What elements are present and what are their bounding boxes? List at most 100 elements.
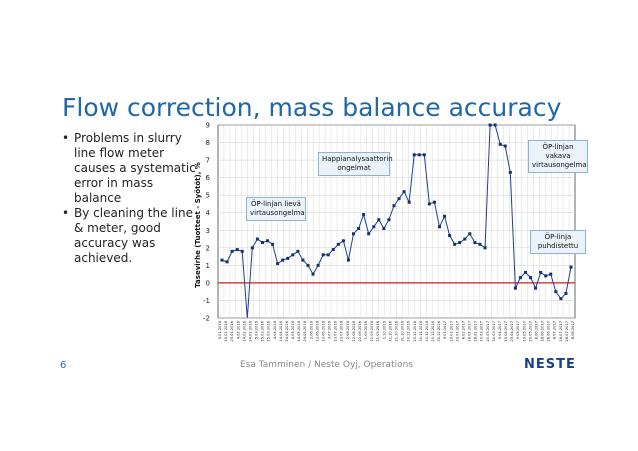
data-point: [488, 123, 492, 127]
data-point: [271, 242, 275, 246]
data-point: [478, 242, 482, 246]
y-tick-label: 9: [206, 122, 210, 130]
data-point: [336, 242, 340, 246]
data-point: [316, 263, 320, 267]
y-tick-label: 2: [206, 244, 210, 252]
x-tick-label: 22.08.2016: [358, 320, 362, 341]
x-tick-label: 20.11.2016: [413, 320, 417, 341]
data-point: [422, 153, 426, 157]
x-tick-label: 11.09.2016: [370, 320, 374, 341]
data-point: [443, 214, 447, 218]
x-tick-label: 28.02.2017: [474, 321, 478, 342]
x-tick-label: 20.12.2016: [431, 320, 435, 341]
data-point: [220, 258, 224, 262]
y-tick-label: -1: [203, 297, 210, 305]
data-point: [453, 242, 457, 246]
data-point: [559, 297, 563, 301]
x-tick-label: 12.08.2016: [352, 320, 356, 341]
x-tick-label: 10.11.2016: [407, 320, 411, 341]
x-tick-label: 9.05.2017: [516, 321, 520, 339]
x-tick-label: 10.03.2017: [480, 321, 484, 342]
y-tick-label: 8: [206, 139, 210, 147]
x-tick-label: 30.03.2017: [492, 321, 496, 342]
data-point: [230, 249, 234, 253]
x-tick-label: 29.01.2017: [455, 321, 459, 342]
y-tick-label: 0: [206, 279, 210, 287]
neste-logo: NESTE: [524, 357, 576, 372]
annotation-oxygen-analyzer: Happianalysaattorin ongelmat: [318, 152, 393, 176]
y-tick-label: 1: [206, 262, 210, 270]
y-tick-label: 6: [206, 174, 211, 182]
data-point: [554, 290, 558, 294]
y-tick-label: 3: [206, 227, 210, 235]
data-point: [266, 239, 270, 243]
data-point: [392, 204, 396, 208]
data-point: [306, 263, 310, 267]
data-point: [276, 262, 280, 266]
data-point: [508, 170, 512, 174]
series-line: [221, 124, 572, 319]
x-tick-label: 28.07.2017: [565, 321, 569, 342]
x-tick-label: 18.07.2017: [559, 321, 563, 342]
x-tick-label: 24.02.2016: [248, 320, 252, 341]
data-point: [321, 253, 325, 257]
data-point: [412, 153, 416, 157]
data-point: [437, 225, 441, 229]
data-point: [397, 197, 401, 201]
x-tick-label: 19.05.2017: [522, 321, 526, 342]
x-tick-label: 23.06.2016: [322, 320, 326, 341]
data-point: [346, 258, 350, 262]
data-point: [544, 274, 548, 278]
x-tick-label: 19.01.2017: [449, 321, 453, 342]
x-tick-label: 30.12.2016: [437, 320, 441, 341]
data-point: [331, 248, 335, 252]
data-point: [382, 227, 386, 231]
data-point: [518, 276, 522, 280]
data-point: [417, 153, 421, 157]
data-point: [225, 260, 229, 264]
data-point: [483, 246, 487, 250]
data-point: [473, 241, 477, 245]
x-tick-label: 15.01.2016: [224, 320, 228, 341]
x-tick-label: 14.05.2016: [297, 320, 301, 341]
x-tick-label: 8.07.2017: [553, 321, 557, 339]
data-point: [240, 249, 244, 253]
x-tick-label: 29.04.2017: [510, 321, 514, 342]
x-tick-label: 8.06.2017: [535, 321, 539, 339]
x-tick-label: 8.08.2017: [571, 321, 575, 339]
data-point: [402, 190, 406, 194]
data-point: [529, 276, 533, 280]
data-point: [367, 232, 371, 236]
data-point: [352, 232, 356, 236]
data-point: [549, 272, 553, 276]
y-tick-label: 5: [206, 192, 210, 200]
x-tick-label: 14.02.2016: [242, 320, 246, 341]
data-point: [296, 249, 300, 253]
x-tick-label: 23.07.2016: [340, 320, 344, 341]
x-tick-label: 28.06.2017: [547, 321, 551, 342]
x-tick-label: 21.10.2016: [395, 320, 399, 341]
x-tick-label: 2.08.2016: [346, 320, 350, 339]
data-point: [341, 239, 345, 243]
data-point: [357, 227, 361, 231]
data-point: [286, 256, 290, 260]
x-tick-label: 9.01.2017: [443, 321, 447, 339]
x-tick-label: 5.01.2016: [218, 320, 222, 339]
data-point: [534, 286, 538, 290]
x-tick-label: 11.10.2016: [388, 320, 392, 341]
x-tick-label: 9.04.2017: [498, 321, 502, 339]
x-tick-label: 24.05.2016: [303, 320, 307, 341]
data-point: [387, 218, 391, 222]
x-tick-label: 5.03.2016: [255, 320, 259, 339]
data-point: [468, 232, 472, 236]
y-tick-label: 4: [206, 209, 211, 217]
data-point: [458, 241, 462, 245]
data-point: [448, 234, 452, 238]
bullet-item: By cleaning the line & meter, good accur…: [62, 206, 202, 266]
data-point: [493, 123, 497, 127]
data-point: [427, 202, 431, 206]
x-tick-label: 30.11.2016: [419, 320, 423, 341]
data-point: [498, 142, 502, 146]
footer-text: Esa Tamminen / Neste Oyj, Operations: [240, 360, 414, 370]
data-point: [326, 253, 330, 257]
